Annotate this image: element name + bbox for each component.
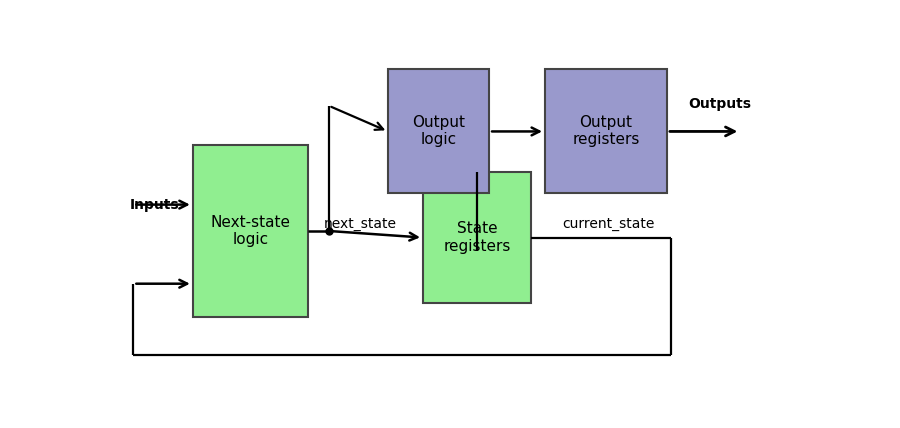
Text: next_state: next_state — [324, 217, 397, 231]
Text: current_state: current_state — [562, 217, 655, 231]
Text: Outputs: Outputs — [688, 97, 751, 111]
Text: Output
logic: Output logic — [412, 115, 465, 148]
Text: Output
registers: Output registers — [572, 115, 640, 148]
Text: Inputs: Inputs — [130, 198, 180, 211]
Text: Next-state
logic: Next-state logic — [211, 215, 291, 247]
FancyBboxPatch shape — [423, 172, 531, 303]
FancyBboxPatch shape — [545, 69, 667, 193]
Text: State
registers: State registers — [444, 221, 510, 254]
FancyBboxPatch shape — [388, 69, 490, 193]
FancyBboxPatch shape — [193, 145, 308, 317]
